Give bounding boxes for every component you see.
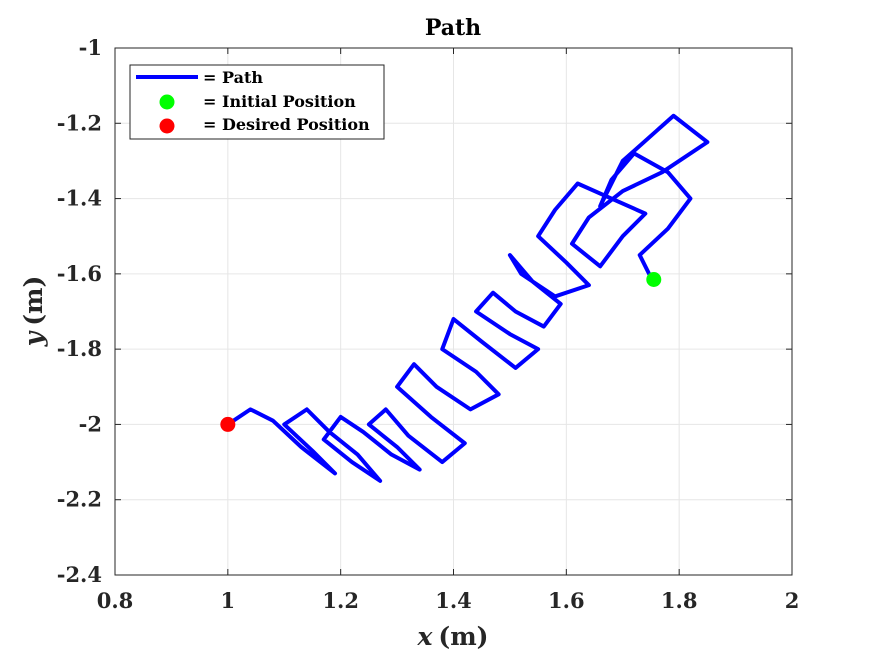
legend-desired-label: = Desired Position: [203, 115, 370, 134]
x-tick-label: 1: [221, 588, 236, 613]
y-tick-label: -1.2: [57, 110, 102, 135]
y-axis-unit: (m): [19, 276, 48, 326]
legend-path-label: = Path: [203, 68, 263, 87]
x-tick-label: 0.8: [97, 588, 134, 613]
y-tick-label: -1.6: [57, 261, 102, 286]
y-axis-var: y: [19, 330, 48, 347]
path-series-line: [225, 113, 710, 483]
x-tick-label: 1.6: [548, 588, 585, 613]
grid: [115, 48, 792, 575]
x-axis-var: x: [416, 622, 433, 651]
y-tick-label: -2.4: [57, 562, 102, 587]
initial-position-marker: [646, 272, 662, 288]
desired-position-marker: [220, 416, 236, 432]
data-layer: [220, 113, 710, 483]
ticks: 0.8 1 1.2 1.4 1.6 1.8 2 -2.4 -2.2 -2 -1.8 -1.6 -1.4 -…: [57, 35, 800, 613]
y-tick-label: -2: [79, 411, 102, 436]
y-tick-label: -1.8: [57, 336, 102, 361]
x-tick-label: 1.2: [322, 588, 359, 613]
legend-desired-marker: [159, 118, 175, 134]
y-tick-label: -1.4: [57, 186, 102, 211]
x-tick-label: 2: [785, 588, 800, 613]
y-axis-label: y (m): [19, 276, 48, 348]
legend: = Path = Initial Position = Desired Posi…: [129, 64, 385, 140]
x-tick-label: 1.8: [661, 588, 698, 613]
legend-initial-label: = Initial Position: [203, 92, 356, 111]
chart-title: Path: [425, 15, 481, 41]
legend-initial-marker: [159, 94, 175, 110]
y-tick-label: -1: [79, 35, 102, 60]
x-axis-unit: (m): [438, 622, 488, 651]
x-tick-label: 1.4: [435, 588, 472, 613]
y-tick-label: -2.2: [57, 487, 102, 512]
x-axis-label: x (m): [416, 622, 488, 651]
